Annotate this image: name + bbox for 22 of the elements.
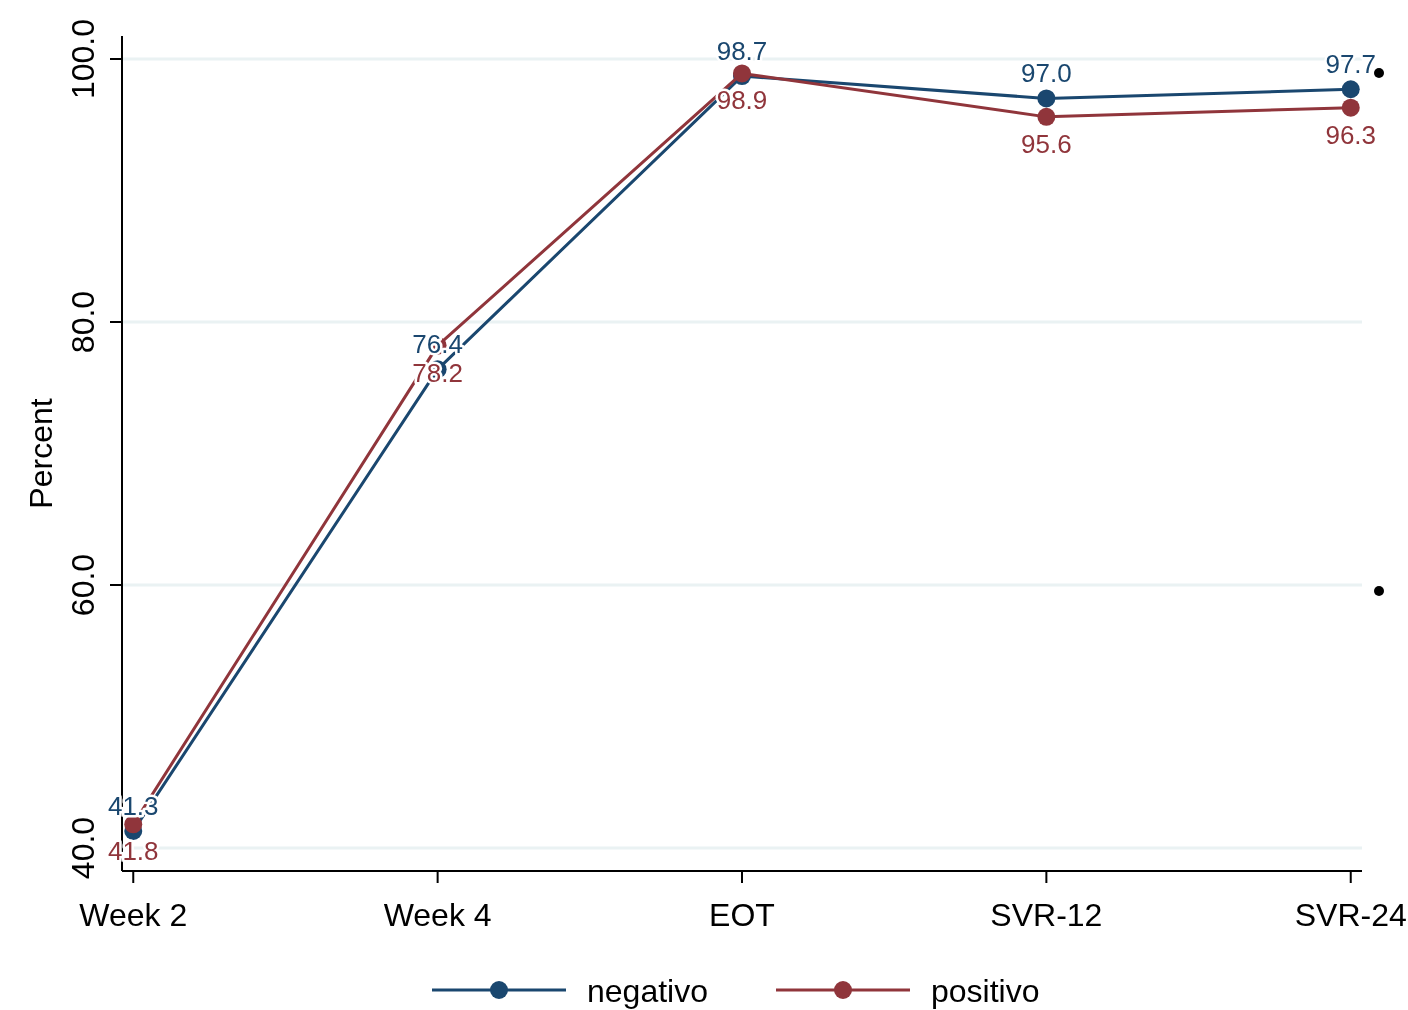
- x-tick-label: EOT: [709, 897, 775, 933]
- legend-label: positivo: [931, 973, 1040, 1009]
- data-label: 96.3: [1325, 119, 1377, 150]
- data-label: 97.0: [1021, 58, 1072, 89]
- point: [1341, 80, 1360, 99]
- x-tick-label: Week 4: [383, 897, 492, 933]
- y-tick-label: 80.0: [65, 290, 101, 354]
- y-tick-label: 60.0: [65, 553, 101, 617]
- y-axis-title: Percent: [23, 398, 59, 509]
- y-tick-label: 40.0: [65, 816, 101, 880]
- data-label: 97.7: [1325, 49, 1377, 80]
- y-tick-label: 100.0: [65, 18, 101, 100]
- point: [1341, 98, 1360, 117]
- point: [1037, 107, 1056, 126]
- x-tick-label: SVR-24: [1294, 897, 1407, 933]
- point: [1037, 89, 1056, 108]
- data-label: 95.6: [1021, 128, 1072, 159]
- legend-label: negativo: [587, 973, 708, 1009]
- data-label: 98.7: [716, 36, 768, 67]
- data-label: 98.9: [716, 85, 768, 116]
- x-tick-label: Week 2: [79, 897, 188, 933]
- x-tick-label: SVR-12: [990, 897, 1103, 933]
